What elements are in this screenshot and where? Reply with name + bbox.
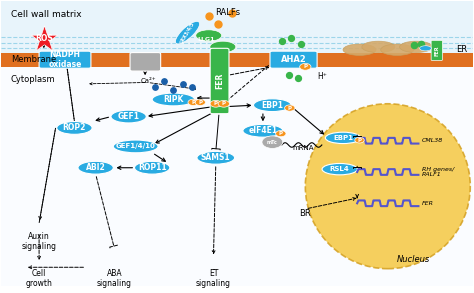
- Ellipse shape: [343, 44, 376, 55]
- Text: RH genes/
RALF1: RH genes/ RALF1: [422, 167, 454, 177]
- Point: [228, 11, 236, 15]
- Circle shape: [276, 130, 286, 137]
- Text: SAMS1: SAMS1: [201, 153, 231, 162]
- Text: ROS: ROS: [35, 34, 53, 43]
- Text: ROP2: ROP2: [63, 123, 86, 132]
- Text: P: P: [288, 105, 292, 110]
- FancyBboxPatch shape: [39, 51, 91, 68]
- Ellipse shape: [210, 41, 236, 52]
- FancyBboxPatch shape: [1, 1, 473, 52]
- FancyBboxPatch shape: [270, 51, 317, 68]
- Ellipse shape: [113, 140, 158, 153]
- Ellipse shape: [57, 122, 92, 134]
- Text: ET
signaling: ET signaling: [196, 269, 231, 288]
- Ellipse shape: [362, 41, 395, 52]
- Text: H⁺: H⁺: [317, 72, 327, 81]
- Circle shape: [300, 63, 311, 70]
- Text: BR: BR: [300, 209, 311, 218]
- Circle shape: [210, 100, 221, 107]
- Circle shape: [355, 137, 364, 143]
- Text: Cell wall matrix: Cell wall matrix: [11, 10, 82, 19]
- Ellipse shape: [152, 93, 195, 106]
- Point: [410, 43, 418, 48]
- FancyBboxPatch shape: [130, 52, 161, 71]
- Point: [170, 87, 177, 92]
- Text: EBP1: EBP1: [261, 101, 283, 110]
- Point: [205, 13, 212, 18]
- Point: [151, 84, 158, 89]
- Text: LRX3/4/5: LRX3/4/5: [178, 21, 195, 45]
- Text: ROP11: ROP11: [138, 163, 166, 172]
- Text: mTc: mTc: [267, 140, 278, 145]
- Circle shape: [218, 100, 229, 107]
- Text: P: P: [222, 101, 226, 106]
- Ellipse shape: [111, 110, 146, 123]
- Ellipse shape: [196, 30, 222, 41]
- Ellipse shape: [322, 163, 357, 175]
- Point: [294, 76, 302, 81]
- Ellipse shape: [197, 151, 235, 164]
- Text: P: P: [191, 100, 195, 105]
- Text: EBP1: EBP1: [333, 135, 353, 141]
- Ellipse shape: [175, 21, 200, 44]
- Text: NADPH
oxidase: NADPH oxidase: [48, 50, 82, 69]
- Text: P: P: [214, 101, 218, 106]
- Point: [179, 81, 187, 86]
- FancyBboxPatch shape: [431, 40, 442, 61]
- Text: ER: ER: [456, 45, 467, 54]
- Text: CML38: CML38: [422, 138, 443, 143]
- Point: [214, 22, 222, 26]
- Ellipse shape: [78, 161, 113, 174]
- Text: Nucleus: Nucleus: [397, 255, 430, 264]
- FancyBboxPatch shape: [210, 48, 229, 114]
- Point: [189, 84, 196, 89]
- Text: GEF1: GEF1: [118, 112, 140, 121]
- Text: RIPK: RIPK: [163, 95, 183, 104]
- Circle shape: [284, 105, 295, 111]
- Bar: [1, 67, 473, 286]
- Text: eIF4E1: eIF4E1: [248, 126, 277, 135]
- Point: [297, 42, 304, 46]
- Circle shape: [195, 99, 205, 105]
- Ellipse shape: [243, 124, 283, 137]
- Text: FER: FER: [422, 201, 434, 206]
- Point: [417, 42, 425, 46]
- Text: Ca²⁺: Ca²⁺: [140, 78, 156, 84]
- Ellipse shape: [254, 99, 291, 112]
- Text: FER: FER: [434, 45, 439, 56]
- Circle shape: [262, 136, 283, 148]
- Ellipse shape: [135, 161, 170, 174]
- Text: ABI2: ABI2: [86, 163, 106, 172]
- Text: GEF1/4/10: GEF1/4/10: [116, 143, 155, 149]
- Point: [160, 79, 168, 83]
- Text: FER: FER: [215, 73, 224, 89]
- Point: [278, 39, 285, 44]
- Text: P: P: [357, 138, 362, 143]
- Ellipse shape: [400, 41, 433, 52]
- Ellipse shape: [325, 132, 361, 144]
- Ellipse shape: [305, 104, 470, 269]
- Text: RALFs: RALFs: [215, 8, 240, 18]
- Text: P: P: [303, 64, 307, 69]
- Point: [287, 36, 295, 41]
- Circle shape: [188, 99, 198, 105]
- Text: Cell
growth: Cell growth: [26, 269, 53, 288]
- Text: Membrane: Membrane: [11, 55, 56, 64]
- Text: LLG1: LLG1: [198, 37, 215, 42]
- Ellipse shape: [381, 44, 414, 55]
- Ellipse shape: [419, 46, 431, 51]
- Text: P: P: [198, 100, 202, 105]
- Text: ABA
signaling: ABA signaling: [97, 269, 132, 288]
- Text: Cytoplasm: Cytoplasm: [11, 75, 55, 84]
- Point: [40, 37, 47, 41]
- Text: RSL4: RSL4: [330, 166, 350, 172]
- Point: [285, 73, 292, 78]
- Bar: [1, 52, 473, 67]
- Text: AHA2: AHA2: [281, 55, 306, 64]
- Text: P: P: [279, 131, 283, 136]
- Text: mRNA: mRNA: [292, 145, 314, 151]
- Text: Auxin
signaling: Auxin signaling: [22, 232, 56, 251]
